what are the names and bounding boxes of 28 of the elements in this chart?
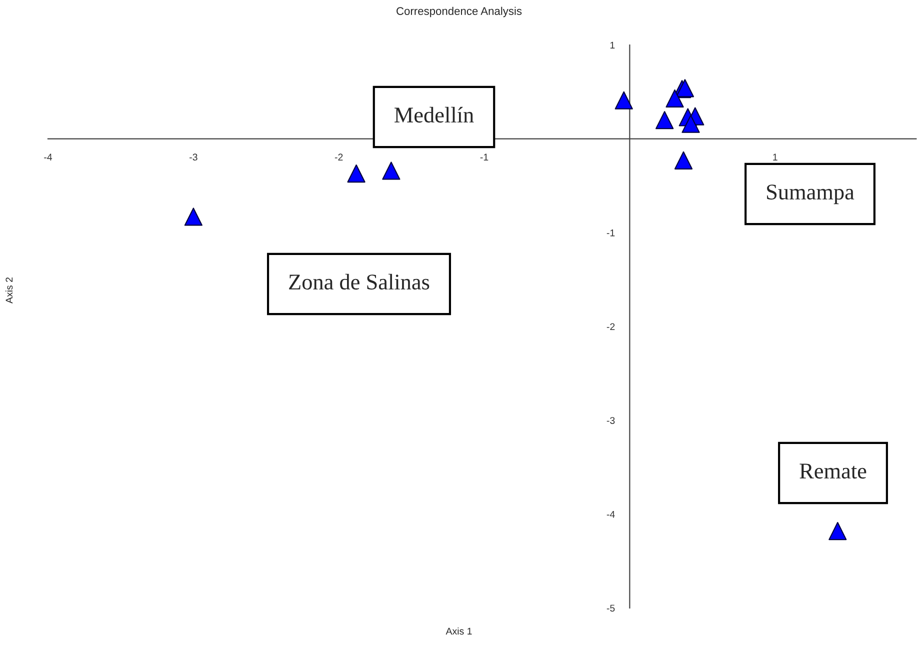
x-tick-label: 1 — [773, 154, 778, 160]
chart-title: Correspondence Analysis — [396, 6, 522, 18]
y-axis-title: Axis 2 — [5, 278, 13, 304]
y-tick-label: -3 — [606, 417, 615, 424]
point — [347, 164, 366, 183]
point — [614, 91, 633, 110]
annotation: Remate — [800, 464, 866, 479]
annotation: Zona de Salinas — [289, 274, 430, 290]
x-tick-label: -4 — [44, 154, 52, 160]
annotation: Sumampa — [767, 184, 854, 204]
x-tick-label: -3 — [190, 154, 198, 161]
point — [674, 151, 693, 170]
point — [184, 208, 202, 226]
y-tick-label: -2 — [606, 323, 615, 330]
y-tick-label: -5 — [606, 604, 615, 612]
annotation: Medellín — [394, 106, 474, 123]
point — [666, 89, 684, 108]
point — [676, 79, 694, 98]
y-tick-label: 1 — [610, 42, 615, 49]
x-tick-label: -1 — [480, 154, 488, 160]
point — [682, 114, 700, 133]
point — [828, 522, 847, 540]
x-axis-title: Axis 1 — [446, 627, 472, 635]
point — [656, 111, 674, 130]
point — [382, 162, 400, 180]
y-tick-label: -1 — [606, 230, 615, 236]
x-tick-label: -2 — [334, 154, 343, 160]
y-tick-label: -4 — [606, 511, 615, 518]
